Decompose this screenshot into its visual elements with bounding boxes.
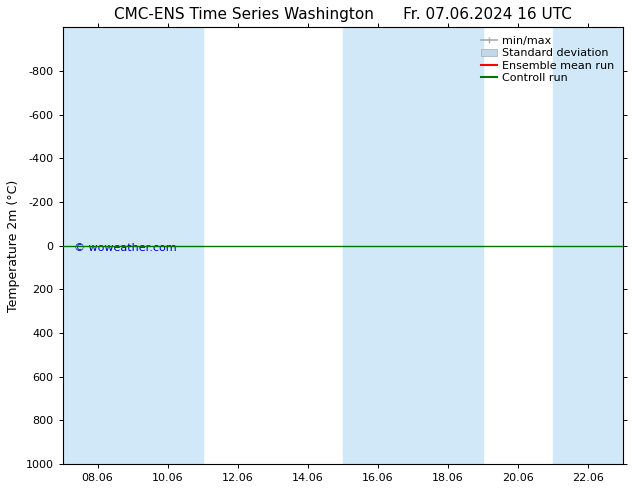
Bar	[413, 27, 483, 464]
Title: CMC-ENS Time Series Washington      Fr. 07.06.2024 16 UTC: CMC-ENS Time Series Washington Fr. 07.06…	[113, 7, 572, 22]
Text: © woweather.com: © woweather.com	[74, 243, 176, 253]
Bar	[133, 27, 203, 464]
Bar	[63, 27, 133, 464]
Bar	[553, 27, 623, 464]
Legend: min/max, Standard deviation, Ensemble mean run, Controll run: min/max, Standard deviation, Ensemble me…	[477, 33, 618, 86]
Bar	[343, 27, 413, 464]
Y-axis label: Temperature 2m (°C): Temperature 2m (°C)	[7, 179, 20, 312]
